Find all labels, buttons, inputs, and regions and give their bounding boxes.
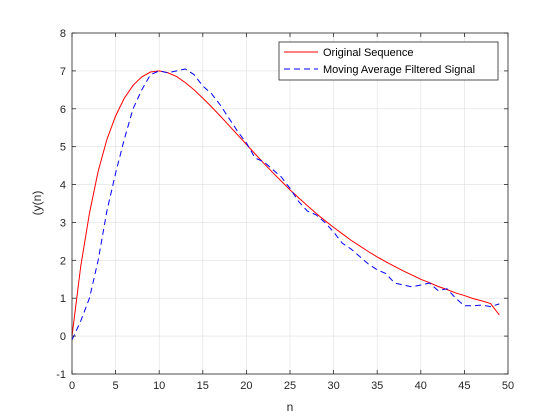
y-tick-label: 7 bbox=[60, 66, 66, 78]
y-tick-label: 0 bbox=[60, 331, 66, 343]
x-tick-label: 30 bbox=[327, 380, 339, 392]
x-tick-label: 10 bbox=[153, 380, 165, 392]
x-tick-label: 35 bbox=[371, 380, 383, 392]
legend: Original Sequence Moving Average Filtere… bbox=[278, 41, 499, 81]
original-sequence-line bbox=[71, 70, 500, 337]
y-tick-label: 4 bbox=[60, 180, 66, 192]
y-tick-label: 6 bbox=[60, 104, 66, 116]
x-tick-label: 0 bbox=[69, 380, 75, 392]
legend-label-filtered: Moving Average Filtered Signal bbox=[323, 64, 475, 76]
x-tick-label: 15 bbox=[197, 380, 209, 392]
x-tick-label: 50 bbox=[502, 380, 514, 392]
x-tick-label: 40 bbox=[415, 380, 427, 392]
series-layer bbox=[71, 68, 500, 341]
legend-box bbox=[278, 41, 499, 81]
moving-average-line bbox=[71, 68, 500, 341]
y-tick-label: 5 bbox=[60, 142, 66, 154]
x-tick-label: 20 bbox=[240, 380, 252, 392]
x-tick-label: 5 bbox=[113, 380, 119, 392]
y-tick-label: -1 bbox=[56, 369, 66, 381]
x-axis-label: n bbox=[287, 400, 294, 414]
y-tick-label: 3 bbox=[60, 217, 66, 229]
y-tick-label: 8 bbox=[60, 28, 66, 40]
x-tick-label: 45 bbox=[458, 380, 470, 392]
y-axis-label: (y(n) bbox=[30, 191, 44, 216]
y-tick-label: 2 bbox=[60, 255, 66, 267]
x-tick-label: 25 bbox=[284, 380, 296, 392]
y-tick-label: 1 bbox=[60, 293, 66, 305]
legend-label-original: Original Sequence bbox=[323, 47, 414, 59]
